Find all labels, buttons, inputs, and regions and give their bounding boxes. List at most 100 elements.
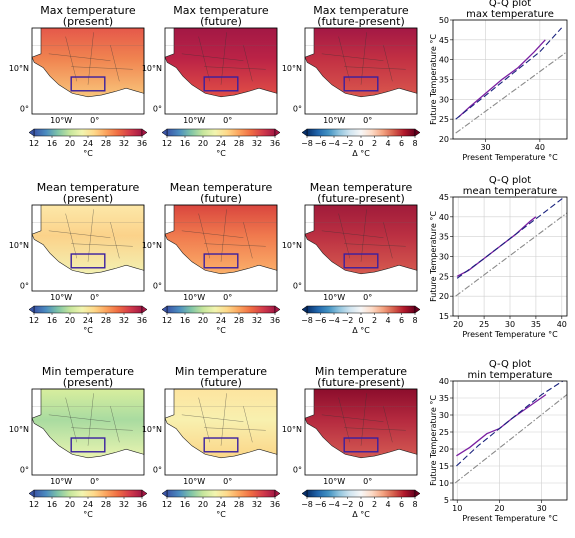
colorbar-extend-high — [141, 305, 148, 314]
country-border — [110, 222, 120, 259]
lat-tick-label: 0° — [153, 465, 162, 474]
qq-xtick-label: 30 — [505, 320, 515, 329]
lon-tick-label: 0° — [363, 116, 372, 125]
qq-ytick-label: 5 — [444, 496, 449, 505]
qq-ytick-label: 15 — [439, 462, 449, 471]
country-border — [338, 397, 351, 443]
country-border — [243, 406, 253, 443]
colorbar-tick-label: 0 — [358, 500, 363, 509]
colorbar-tick-label: −6 — [315, 139, 327, 148]
colorbar-extend-low — [301, 489, 308, 498]
colorbar-tick-label: 28 — [101, 139, 111, 148]
lat-tick-label: 10°N — [142, 425, 162, 434]
country-border — [48, 230, 111, 238]
colorbar-tick-label: 12 — [162, 139, 172, 148]
country-border — [71, 66, 133, 70]
map-panel — [31, 204, 145, 292]
colorbar-tick-label: 16 — [47, 316, 57, 325]
colorbar-tick-label: 24 — [83, 316, 93, 325]
lon-tick-label: 0° — [363, 293, 372, 302]
country-border — [65, 213, 78, 259]
map-subtitle: (future-present) — [317, 376, 405, 389]
colorbar-tick-label: 12 — [29, 316, 39, 325]
colorbar-tick-label: 12 — [162, 500, 172, 509]
colorbar-tick-label: −6 — [315, 500, 327, 509]
qq-title: Q-Q plot — [489, 359, 531, 370]
colorbar-label: °C — [216, 510, 226, 519]
colorbar-tick-label: −8 — [301, 316, 313, 325]
lon-tick-label: 10°W — [183, 293, 205, 302]
colorbar-tick-label: 32 — [252, 139, 262, 148]
map-frame — [164, 388, 278, 476]
country-border — [65, 36, 78, 82]
country-border — [181, 53, 244, 61]
qq-xtick-label: 25 — [479, 320, 489, 329]
colorbar-tick-label: 20 — [198, 139, 208, 148]
study-region-box — [203, 253, 239, 269]
colorbar-tick-label: 28 — [101, 500, 111, 509]
colorbar-tick-label: 28 — [234, 139, 244, 148]
colorbar-tick-label: −6 — [315, 316, 327, 325]
country-border — [344, 427, 406, 431]
colorbar-tick-label: 4 — [385, 500, 390, 509]
colorbar-tick-label: 6 — [399, 316, 404, 325]
country-border — [110, 45, 120, 82]
colorbar-tick-label: 16 — [47, 139, 57, 148]
lon-tick-label: 10°W — [323, 116, 345, 125]
map-frame — [304, 27, 418, 115]
map-frame — [164, 204, 278, 292]
colorbar-label: °C — [83, 510, 93, 519]
colorbar-tick-label: 16 — [180, 500, 190, 509]
map-title: Min temperature — [42, 365, 134, 378]
map-title: Max temperature — [313, 4, 409, 17]
qq-series-line-solid — [457, 39, 546, 118]
colorbar-tick-label: 6 — [399, 500, 404, 509]
qq-ytick-label: 40 — [439, 56, 449, 65]
qq-ytick-label: 35 — [439, 76, 449, 85]
colorbar-extend-low — [301, 128, 308, 137]
colorbar-extend-high — [274, 305, 281, 314]
lon-tick-label: 0° — [223, 293, 232, 302]
map-subtitle: (future-present) — [317, 192, 405, 205]
lat-tick-label: 0° — [293, 104, 302, 113]
qq-xlabel: Present Temperature °C — [462, 153, 558, 162]
map-subtitle: (present) — [63, 376, 113, 389]
colorbar-label: Δ °C — [352, 326, 370, 335]
colorbar — [306, 489, 416, 498]
qq-ytick-label: 50 — [439, 16, 449, 25]
qq-frame — [452, 380, 568, 501]
colorbar-extend-low — [28, 489, 35, 498]
colorbar-tick-label: 4 — [385, 139, 390, 148]
qq-frame — [452, 196, 568, 317]
map-panel — [164, 388, 278, 476]
qq-ytick-label: 45 — [439, 193, 449, 202]
lon-tick-label: 10°W — [323, 477, 345, 486]
colorbar-extend-low — [28, 305, 35, 314]
colorbar-tick-label: 2 — [372, 139, 377, 148]
country-border — [204, 243, 266, 247]
qq-ytick-label: 30 — [439, 253, 449, 262]
lat-tick-label: 10°N — [282, 425, 302, 434]
qq-xtick-label: 30 — [537, 504, 547, 513]
country-border — [344, 243, 406, 247]
colorbar-tick-label: 16 — [47, 500, 57, 509]
map-panel — [164, 204, 278, 292]
map-subtitle: (present) — [63, 192, 113, 205]
country-border — [110, 406, 120, 443]
qq-ytick-label: 25 — [439, 115, 449, 124]
colorbar-tick-label: 24 — [216, 500, 226, 509]
country-border — [321, 414, 384, 422]
qq-ytick-label: 20 — [439, 292, 449, 301]
lat-tick-label: 10°N — [282, 64, 302, 73]
colorbar-tick-label: 20 — [65, 139, 75, 148]
study-region-box — [203, 76, 239, 92]
country-border — [321, 230, 384, 238]
colorbar-extend-high — [414, 305, 421, 314]
country-border — [48, 414, 111, 422]
lat-tick-label: 0° — [153, 104, 162, 113]
lat-tick-label: 10°N — [9, 425, 29, 434]
colorbar-extend-high — [414, 128, 421, 137]
colorbar-extend-low — [161, 128, 168, 137]
lat-tick-label: 10°N — [142, 241, 162, 250]
lat-tick-label: 0° — [293, 465, 302, 474]
